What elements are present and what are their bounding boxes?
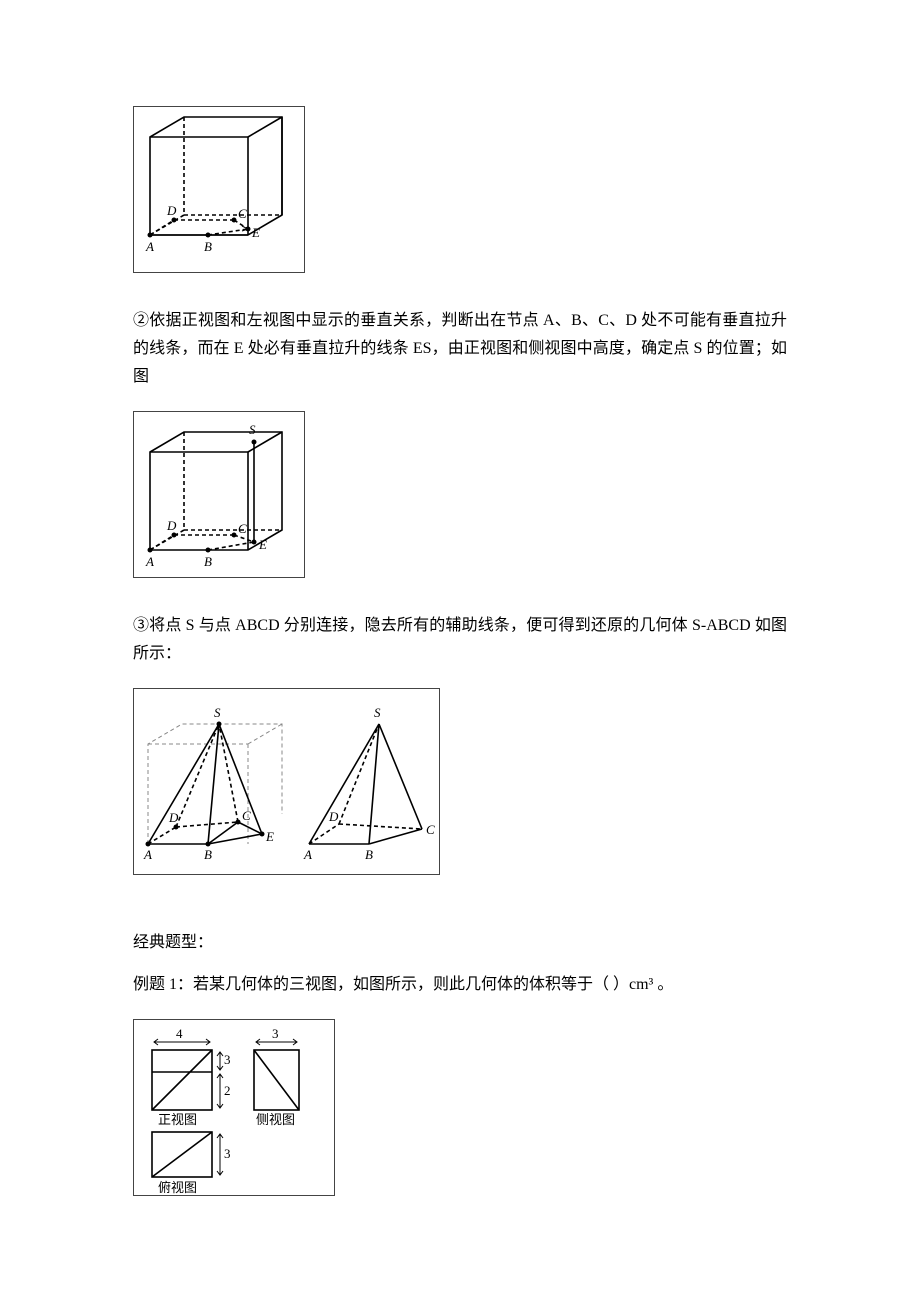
paragraph-2: ②依据正视图和左视图中显示的垂直关系，判断出在节点 A、B、C、D 处不可能有垂…: [133, 307, 787, 391]
label-e: E: [251, 225, 260, 240]
label-e-left: E: [265, 829, 274, 844]
label-s-left: S: [214, 705, 221, 720]
section-heading: 经典题型：: [133, 929, 787, 957]
page: A B C D E ②依据正视图和左视图中显示的垂直关系，判断出在节点 A、B、…: [0, 0, 920, 1302]
label-b-right: B: [365, 847, 373, 862]
label-top: 俯视图: [158, 1180, 197, 1195]
label-2: 2: [224, 1083, 231, 1098]
figure-cube-1: A B C D E: [133, 106, 305, 273]
label-a: A: [145, 554, 154, 569]
label-s-right: S: [374, 705, 381, 720]
label-s: S: [249, 422, 256, 437]
label-b: B: [204, 239, 212, 254]
label-e: E: [258, 537, 267, 552]
figure-pyramids: A B C D E S A B C D: [133, 688, 440, 875]
figure-three-views: 4 3 2 3 3 正视图 侧视图 俯视图: [133, 1019, 335, 1196]
label-a-right: A: [303, 847, 312, 862]
label-3c: 3: [224, 1146, 231, 1161]
figure-cube-2: A B C D E S: [133, 411, 305, 578]
label-d-right: D: [328, 809, 339, 824]
label-a-left: A: [143, 847, 152, 862]
label-d-left: D: [168, 810, 179, 825]
label-d: D: [166, 518, 177, 533]
label-c: C: [238, 206, 247, 221]
label-3b: 3: [272, 1026, 279, 1041]
label-c-right: C: [426, 822, 435, 837]
label-3a: 3: [224, 1052, 231, 1067]
label-d: D: [166, 203, 177, 218]
label-b: B: [204, 554, 212, 569]
label-side: 侧视图: [256, 1112, 295, 1127]
example-1: 例题 1：若某几何体的三视图，如图所示，则此几何体的体积等于（ ）cm³ 。: [133, 971, 787, 999]
label-4: 4: [176, 1026, 183, 1041]
label-front: 正视图: [158, 1112, 197, 1127]
label-a: A: [145, 239, 154, 254]
paragraph-3: ③将点 S 与点 ABCD 分别连接，隐去所有的辅助线条，便可得到还原的几何体 …: [133, 612, 787, 668]
label-c-left: C: [242, 808, 251, 823]
label-b-left: B: [204, 847, 212, 862]
label-c: C: [238, 521, 247, 536]
